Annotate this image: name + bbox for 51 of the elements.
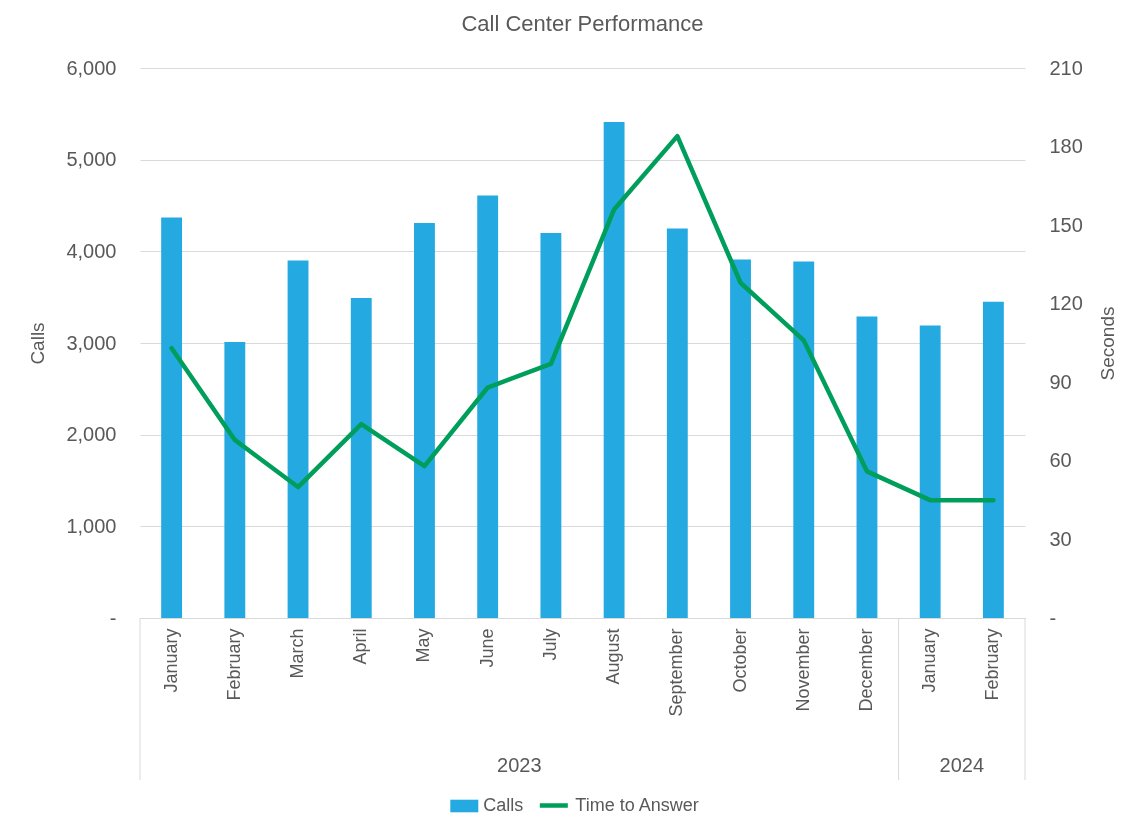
y2-tick-label: - [1049, 606, 1057, 629]
x-tick-label: August [603, 628, 624, 685]
bar [919, 325, 941, 618]
y2-tick-label: 120 [1049, 292, 1083, 315]
y-tick-label: 3,000 [66, 331, 117, 354]
bar [161, 217, 183, 618]
text: 2024 [939, 754, 985, 776]
y-axis-title: Calls [26, 322, 48, 365]
x-tick-label: June [476, 628, 497, 668]
bar [414, 222, 435, 618]
legend-label: Calls [483, 795, 524, 815]
x-tick-label: December [855, 628, 876, 712]
x-tick-label: July [539, 628, 560, 661]
y-tick-label: 4,000 [66, 239, 117, 262]
bar [603, 122, 625, 618]
bar [350, 298, 372, 618]
x-tick-label: October [729, 628, 750, 693]
x-tick-label: April [350, 628, 371, 665]
y2-tick-label: 60 [1049, 449, 1072, 472]
x-tick-label: January [160, 628, 181, 693]
y-tick-label: 5,000 [66, 148, 117, 171]
y2-tick-label: 30 [1049, 527, 1072, 550]
bar [224, 342, 246, 618]
y2-axis-title: Seconds [1096, 306, 1118, 381]
legend-label: Time to Answer [575, 794, 699, 815]
bar [540, 233, 562, 618]
chart-title: Call Center Performance [461, 11, 704, 36]
bar [982, 301, 1004, 618]
x-tick-label: September [666, 628, 687, 717]
y2-tick-label: 210 [1049, 56, 1083, 79]
bar [287, 260, 309, 618]
x-tick-label: May [413, 628, 434, 663]
y-tick-label: 1,000 [66, 514, 117, 537]
bar [730, 259, 751, 618]
bar [666, 228, 688, 618]
x-tick-label: January [919, 628, 940, 693]
line-series [169, 133, 996, 503]
bar [856, 316, 878, 618]
y2-tick-label: 180 [1049, 135, 1083, 158]
x-tick-label: November [792, 628, 813, 712]
x-tick-label: February [223, 628, 244, 701]
text: 2023 [497, 754, 542, 776]
y-tick-label: 6,000 [66, 56, 117, 79]
y-tick-label: 2,000 [66, 423, 117, 446]
y2-tick-label: 150 [1049, 213, 1083, 236]
y-tick-label: - [109, 606, 117, 629]
bar [477, 195, 499, 618]
x-tick-label: March [287, 628, 308, 679]
bar [793, 261, 815, 618]
x-tick-label: February [982, 628, 1003, 701]
y2-tick-label: 90 [1049, 370, 1072, 393]
